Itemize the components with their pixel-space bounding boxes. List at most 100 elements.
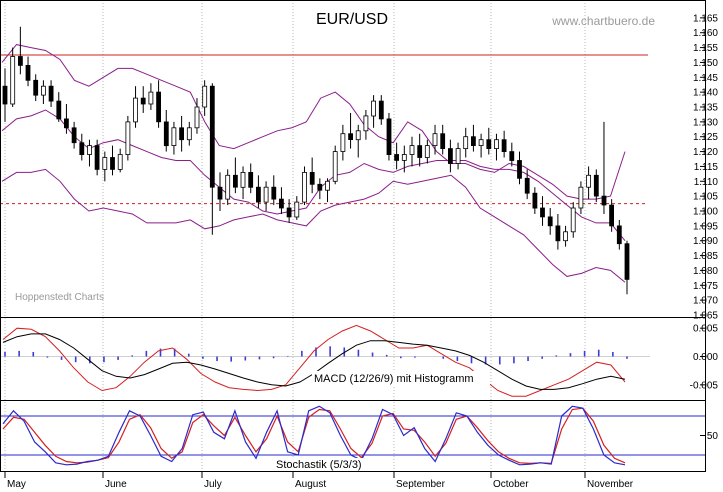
candle-body	[217, 186, 223, 200]
macd-label-bg	[312, 371, 490, 385]
candle	[102, 151, 108, 182]
candle-body	[71, 127, 77, 144]
candle-body	[547, 216, 553, 227]
candle	[217, 172, 223, 211]
macd-tick-label: 0.005	[693, 324, 718, 335]
candle-body	[56, 100, 62, 120]
candle	[140, 86, 146, 113]
source-label: Hoppenstedt Charts	[15, 292, 104, 303]
candle	[48, 80, 54, 107]
candle-body	[317, 183, 323, 191]
candle	[94, 139, 100, 176]
candle-body	[378, 100, 384, 120]
candle	[278, 187, 284, 214]
reference-lines	[0, 54, 648, 205]
stochastic-tick-label: 50	[707, 431, 719, 442]
price-tick-label: 1.155	[693, 43, 718, 54]
candle-body	[309, 171, 315, 185]
candle	[56, 92, 62, 122]
candle-body	[248, 171, 254, 188]
candle-body	[447, 148, 453, 164]
candle	[593, 169, 599, 203]
candle	[10, 47, 16, 107]
candle-body	[463, 136, 469, 149]
candle-body	[117, 154, 123, 170]
price-tick-label: 1.120	[693, 147, 718, 158]
candle	[570, 202, 576, 238]
candle	[317, 178, 323, 200]
candle	[555, 213, 561, 250]
candle	[202, 80, 208, 116]
candle-body	[133, 97, 138, 123]
candle	[33, 74, 39, 102]
month-label: June	[105, 479, 127, 490]
stochastic-label: Stochastik (5/3/3)	[276, 459, 362, 471]
candle	[232, 157, 238, 194]
axes: 1.165 1.160 1.155 1.150 1.145 1.140 1.135 1.130…	[4, 13, 719, 490]
candle	[447, 139, 453, 173]
candle	[409, 136, 415, 167]
candle-body	[570, 207, 576, 233]
candle-body	[601, 195, 607, 206]
price-tick-label: 1.090	[693, 236, 718, 247]
candle	[286, 199, 292, 223]
candle-body	[140, 97, 146, 105]
month-label: July	[204, 479, 222, 490]
candle	[417, 133, 423, 167]
candle	[294, 196, 300, 220]
candle-body	[87, 145, 92, 155]
candle-body	[355, 130, 361, 141]
candle-body	[271, 186, 277, 200]
price-tick-label: 1.145	[693, 73, 718, 84]
candle	[616, 219, 622, 250]
candle-body	[202, 85, 208, 108]
candle	[110, 145, 115, 176]
panel-frames	[0, 0, 706, 472]
candle	[494, 133, 499, 161]
candle	[463, 127, 469, 158]
candle	[509, 142, 515, 167]
candle	[540, 196, 545, 226]
candle-body	[278, 198, 284, 209]
candle	[171, 121, 177, 155]
candle-body	[2, 85, 8, 105]
candle	[271, 175, 277, 206]
macd-tick-label: 0.000	[693, 352, 718, 363]
candle-body	[232, 174, 238, 188]
candle-body	[593, 174, 599, 197]
candle	[371, 95, 377, 128]
macd-tick-label: -0.005	[690, 380, 719, 391]
month-label: October	[493, 479, 529, 490]
candle-body	[179, 127, 185, 141]
month-label: November	[587, 479, 634, 490]
candle-body	[494, 139, 499, 149]
candle-body	[171, 127, 177, 147]
candle-body	[17, 56, 23, 66]
month-label: May	[7, 479, 26, 490]
price-tick-label: 1.075	[693, 281, 718, 292]
candle-body	[394, 154, 400, 161]
candle-body	[41, 85, 46, 96]
candle-body	[148, 91, 154, 105]
candle	[263, 181, 269, 211]
candle	[125, 115, 131, 161]
price-tick-label: 1.070	[693, 296, 718, 307]
candle	[225, 169, 231, 206]
candle-body	[209, 85, 215, 188]
candle	[340, 124, 346, 161]
price-tick-label: 1.135	[693, 103, 718, 114]
candle	[386, 112, 392, 161]
candle-body	[64, 118, 69, 129]
price-tick-label: 1.115	[694, 162, 719, 173]
candle-body	[79, 142, 85, 155]
macd-panel	[0, 324, 650, 397]
candle	[440, 124, 446, 155]
stochastic-d-line	[2, 407, 626, 465]
candle-body	[540, 207, 545, 218]
candle	[87, 139, 92, 167]
candle	[240, 166, 246, 200]
candle	[624, 240, 630, 295]
macd-label: MACD (12/26/9) mit Histogramm	[314, 373, 474, 385]
candle	[2, 68, 8, 122]
